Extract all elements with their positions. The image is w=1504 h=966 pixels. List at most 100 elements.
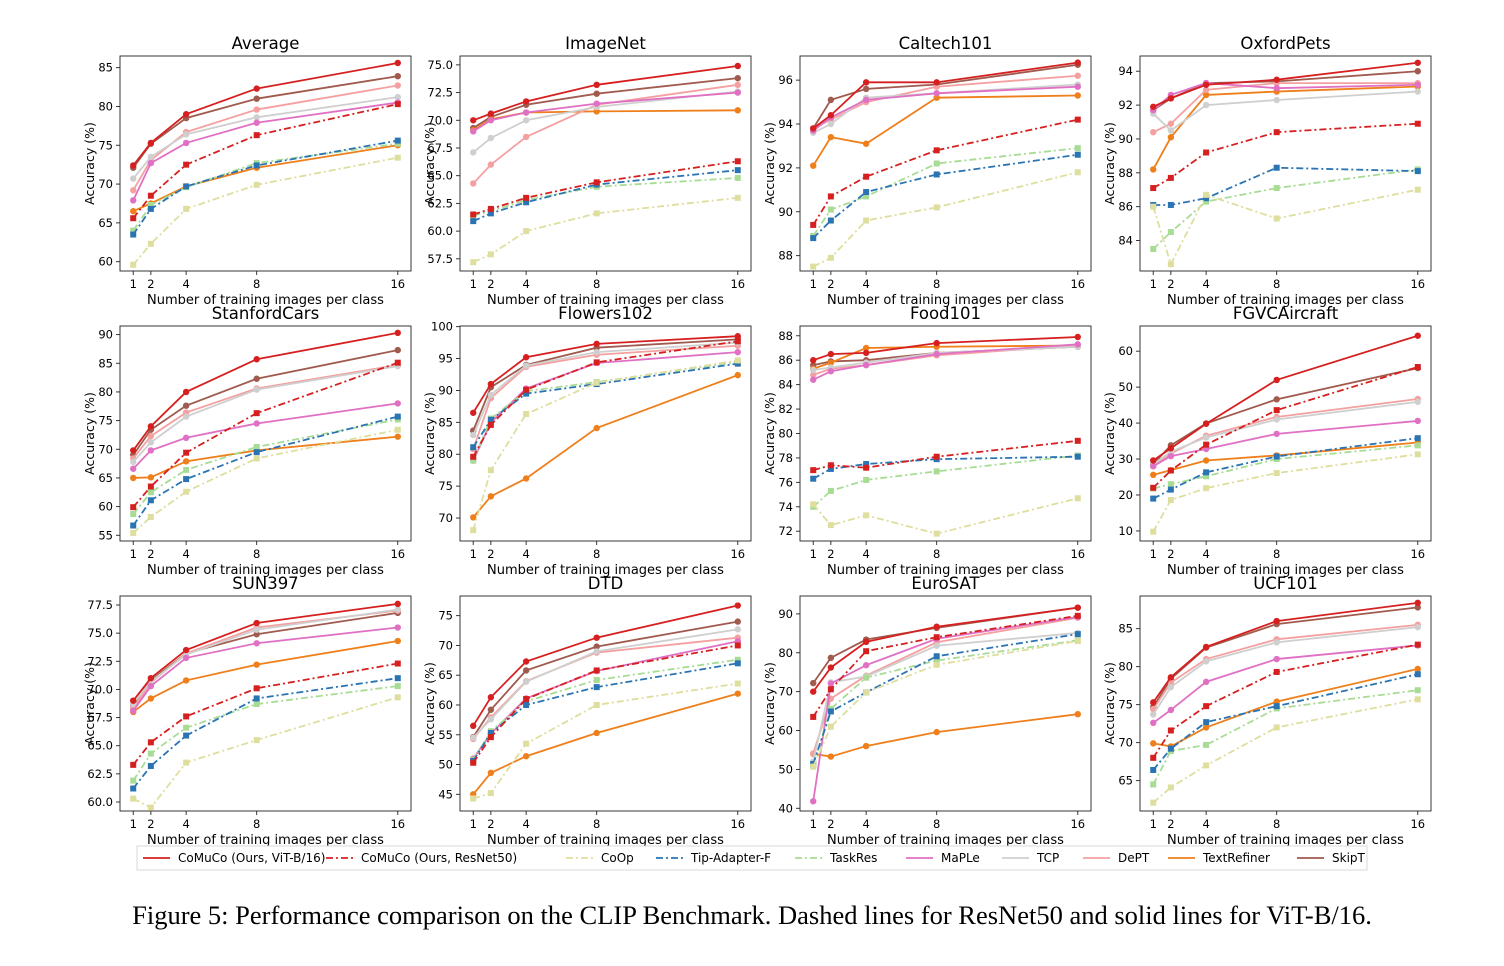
data-point — [182, 402, 190, 409]
series-line — [132, 418, 398, 515]
x-tick-label: 16 — [1410, 547, 1425, 561]
data-point — [147, 674, 155, 682]
data-point — [593, 179, 600, 186]
data-point — [810, 357, 817, 364]
x-tick-label: 4 — [1202, 277, 1209, 291]
y-tick-label: 40 — [1118, 416, 1133, 430]
data-point — [827, 522, 834, 529]
data-point — [1150, 471, 1157, 479]
x-tick-label: 8 — [593, 817, 600, 831]
data-point — [810, 371, 817, 379]
y-tick-label: 20 — [1118, 488, 1133, 502]
data-point — [1150, 528, 1157, 535]
y-tick-label: 65.0 — [427, 169, 453, 183]
chart-title: StanfordCars — [212, 304, 319, 323]
y-tick-label: 70 — [438, 638, 453, 652]
data-point — [470, 514, 477, 521]
data-point — [182, 388, 190, 396]
data-point — [253, 631, 260, 638]
data-point — [253, 443, 260, 450]
series-dept — [470, 81, 741, 187]
data-point — [253, 685, 260, 692]
chart-title: Average — [232, 34, 300, 53]
data-point — [147, 474, 155, 481]
series-line — [1152, 643, 1418, 759]
data-point — [130, 175, 137, 182]
y-tick-label: 40 — [778, 801, 793, 815]
data-point — [1150, 185, 1157, 192]
series-line — [472, 341, 738, 436]
y-tick-label: 100 — [431, 320, 453, 334]
data-point — [1167, 229, 1174, 236]
series-comuco-ours-vit-b-16 — [470, 333, 741, 416]
data-point — [862, 96, 870, 104]
data-point — [147, 439, 155, 446]
y-tick-label: 72.5 — [87, 654, 113, 668]
x-tick-label: 16 — [390, 817, 405, 831]
y-axis-label: Accuracy (%) — [762, 392, 777, 475]
data-point — [1273, 724, 1280, 731]
data-point — [933, 634, 940, 641]
series-maple — [130, 624, 401, 715]
series-taskres — [1150, 442, 1421, 492]
series-tcp — [1150, 623, 1421, 718]
data-point — [130, 474, 137, 482]
data-point — [933, 653, 940, 660]
chart-food101: Food101 1 2 4 8 16 72 74 76 78 80 82 84 86 88 Number of… — [762, 304, 1092, 578]
y-tick-label: 80 — [778, 427, 793, 441]
series-tcp — [130, 606, 401, 708]
data-point — [470, 444, 477, 451]
x-axis-label: Number of training images per class — [487, 833, 724, 848]
chart-title: EuroSAT — [911, 574, 980, 593]
x-tick-label: 4 — [182, 277, 189, 291]
y-tick-label: 90 — [778, 205, 793, 219]
data-point — [1414, 81, 1421, 88]
series-skipt — [130, 346, 401, 459]
data-point — [394, 346, 401, 354]
data-point — [810, 125, 817, 132]
y-tick-label: 86 — [778, 353, 793, 367]
data-point — [394, 72, 401, 80]
series-line — [132, 685, 398, 782]
data-point — [147, 447, 155, 454]
y-tick-label: 90 — [98, 328, 113, 342]
plot-frame — [799, 595, 1092, 812]
data-point — [827, 217, 834, 224]
data-point — [394, 101, 401, 108]
data-point — [1414, 363, 1421, 370]
chart-title: UCF101 — [1253, 574, 1318, 593]
data-point — [394, 59, 401, 67]
data-point — [394, 660, 401, 667]
data-point — [1273, 430, 1280, 438]
series-maple — [1150, 417, 1421, 470]
series-coop — [1150, 186, 1421, 268]
data-point — [734, 680, 741, 687]
data-point — [1167, 784, 1174, 791]
series-maple — [810, 613, 1081, 805]
x-tick-label: 1 — [130, 817, 137, 831]
y-tick-label: 86 — [1118, 200, 1133, 214]
data-point — [523, 696, 530, 703]
series-line — [812, 83, 1078, 134]
data-point — [1150, 799, 1157, 806]
data-point — [863, 193, 870, 200]
series-line — [1152, 366, 1419, 489]
series-line — [1152, 122, 1418, 189]
data-point — [827, 465, 834, 472]
series-line — [472, 338, 738, 431]
series-line — [472, 620, 738, 738]
y-axis-label: Accuracy (%) — [82, 662, 97, 745]
data-point — [1273, 668, 1280, 675]
y-tick-label: 88 — [1118, 166, 1133, 180]
y-tick-label: 92 — [1118, 98, 1133, 112]
data-point — [1203, 469, 1210, 476]
data-point — [470, 218, 477, 225]
series-line — [1152, 453, 1418, 533]
data-point — [593, 81, 600, 89]
plot-frame — [459, 595, 752, 812]
data-point — [182, 413, 190, 420]
data-point — [827, 708, 834, 715]
y-tick-label: 72.5 — [427, 86, 453, 100]
data-point — [1203, 703, 1210, 710]
